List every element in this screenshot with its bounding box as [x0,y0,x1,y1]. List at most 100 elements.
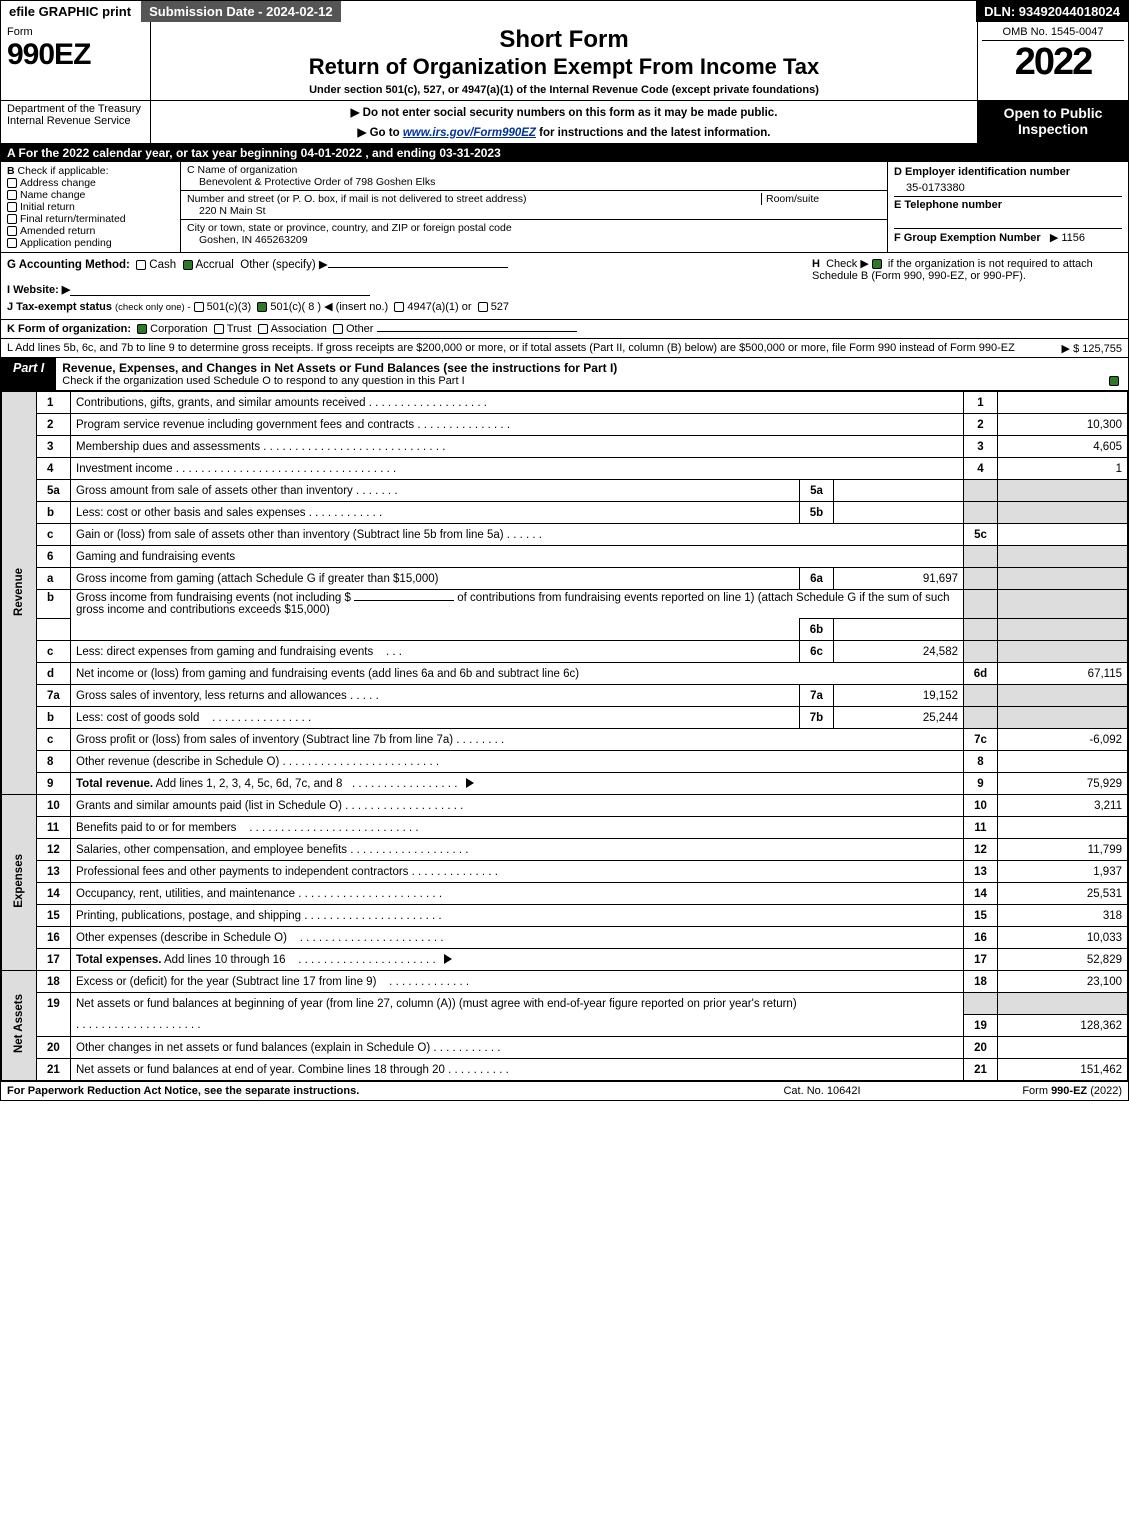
group-exemption: F Group Exemption Number ▶ 1156 [894,229,1122,246]
header-left: Form 990EZ [1,22,151,100]
donot-text: ▶ Do not enter social security numbers o… [155,105,973,119]
chk-amended-return[interactable]: Amended return [7,225,174,237]
group-value: ▶ 1156 [1050,232,1085,244]
room-label: Room/suite [761,193,881,205]
other-org-input[interactable] [377,331,577,332]
row-10: Expenses 10 Grants and similar amounts p… [2,795,1128,817]
chk-4947[interactable] [394,302,404,312]
subheader-row: Department of the Treasury Internal Reve… [1,101,1128,144]
netassets-side-label: Net Assets [2,971,37,1081]
arrow-icon [444,954,452,964]
chk-527[interactable] [478,302,488,312]
street-block: Number and street (or P. O. box, if mail… [181,191,887,220]
j-label: J Tax-exempt status [7,301,112,313]
c-label: 501(c)( 8 ) ◀ (insert no.) [270,301,388,313]
street-label: Number and street (or P. O. box, if mail… [187,193,761,205]
row-20: 20 Other changes in net assets or fund b… [2,1037,1128,1059]
row-2: 2 Program service revenue including gove… [2,414,1128,436]
footer-right: Form 990-EZ (2022) [922,1085,1122,1097]
row-6b-sub: 6b [2,619,1128,641]
chk-trust[interactable] [214,324,224,334]
header-right: OMB No. 1545-0047 2022 [978,22,1128,100]
row-9: 9 Total revenue. Add lines 1, 2, 3, 4, 5… [2,773,1128,795]
row-6d: d Net income or (loss) from gaming and f… [2,663,1128,685]
accrual-label: Accrual [196,259,234,271]
chk-cash[interactable] [136,260,146,270]
cash-label: Cash [149,259,176,271]
column-c: C Name of organization Benevolent & Prot… [181,162,888,252]
row-14: 14 Occupancy, rent, utilities, and maint… [2,883,1128,905]
line-j: J Tax-exempt status (check only one) - 5… [7,298,802,315]
chk-corporation[interactable] [137,324,147,334]
chk-501c[interactable] [257,302,267,312]
other-input[interactable] [328,267,508,268]
part1-check-line: Check if the organization used Schedule … [62,375,1122,387]
chk-schedule-b[interactable] [872,259,882,269]
chk-501c3[interactable] [194,302,204,312]
chk-final-return[interactable]: Final return/terminated [7,213,174,225]
return-title: Return of Organization Exempt From Incom… [155,54,973,80]
dept-treasury: Department of the Treasury Internal Reve… [1,101,151,143]
row-15: 15 Printing, publications, postage, and … [2,905,1128,927]
row-6c: c Less: direct expenses from gaming and … [2,641,1128,663]
527-label: 527 [491,301,509,313]
line-l: L Add lines 5b, 6c, and 7b to line 9 to … [1,339,1128,358]
a1-label: 4947(a)(1) or [407,301,471,313]
revenue-side-label: Revenue [2,392,37,795]
topbar: efile GRAPHIC print Submission Date - 20… [1,1,1128,22]
irs-label: Internal Revenue Service [7,115,144,127]
chk-initial-return[interactable]: Initial return [7,201,174,213]
goto-line: ▶ Go to www.irs.gov/Form990EZ for instru… [155,125,973,139]
part1-table: Revenue 1 Contributions, gifts, grants, … [1,391,1128,1081]
row-11: 11 Benefits paid to or for members . . .… [2,817,1128,839]
row-6: 6 Gaming and fundraising events [2,546,1128,568]
street-value: 220 N Main St [187,205,266,217]
row-5b: b Less: cost or other basis and sales ex… [2,502,1128,524]
chk-accrual[interactable] [183,260,193,270]
phone-value [894,213,1122,229]
section-gh: G Accounting Method: Cash Accrual Other … [1,253,1128,319]
tax-year: 2022 [982,41,1124,84]
org-name: Benevolent & Protective Order of 798 Gos… [187,176,435,188]
chk-address-change[interactable]: Address change [7,177,174,189]
efile-print-label[interactable]: efile GRAPHIC print [1,1,141,22]
corp-label: Corporation [150,323,207,335]
part1-title-text: Revenue, Expenses, and Changes in Net As… [62,361,1122,375]
irs-link[interactable]: www.irs.gov/Form990EZ [403,127,536,139]
footer-mid: Cat. No. 10642I [722,1085,922,1097]
ein-label: D Employer identification number [894,164,1122,180]
i-label: I Website: ▶ [7,284,70,296]
row-17: 17 Total expenses. Add lines 10 through … [2,949,1128,971]
part1-title: Revenue, Expenses, and Changes in Net As… [56,358,1128,390]
block-b-c-d: B Check if applicable: Address change Na… [1,162,1128,253]
h-text: Check ▶ [826,258,869,270]
line-h: H Check ▶ if the organization is not req… [802,257,1122,315]
gh-left: G Accounting Method: Cash Accrual Other … [7,257,802,315]
chk-part1-schedule-o[interactable] [1109,376,1119,386]
website-input[interactable] [70,283,370,296]
expenses-side-label: Expenses [2,795,37,971]
footer: For Paperwork Reduction Act Notice, see … [1,1081,1128,1100]
line-i: I Website: ▶ [7,281,802,298]
chk-association[interactable] [258,324,268,334]
j-sub: (check only one) - [115,302,191,313]
trust-label: Trust [227,323,252,335]
arrow-icon [466,778,474,788]
dept-label: Department of the Treasury [7,103,144,115]
form-container: efile GRAPHIC print Submission Date - 20… [0,0,1129,1101]
header-row: Form 990EZ Short Form Return of Organiza… [1,22,1128,101]
l-text: L Add lines 5b, 6c, and 7b to line 9 to … [7,342,1015,354]
form-label: Form [7,26,144,38]
row-7c: c Gross profit or (loss) from sales of i… [2,729,1128,751]
chk-name-change[interactable]: Name change [7,189,174,201]
row-4: 4 Investment income . . . . . . . . . . … [2,458,1128,480]
assoc-label: Association [271,323,327,335]
chk-other-org[interactable] [333,324,343,334]
part1-check-text: Check if the organization used Schedule … [62,375,464,387]
k-label: K Form of organization: [7,323,131,335]
part1-tab: Part I [1,358,56,390]
line-k: K Form of organization: Corporation Trus… [1,319,1128,339]
l-amount: ▶ $ 125,755 [1062,342,1122,355]
chk-application-pending[interactable]: Application pending [7,237,174,249]
c3-label: 501(c)(3) [207,301,252,313]
